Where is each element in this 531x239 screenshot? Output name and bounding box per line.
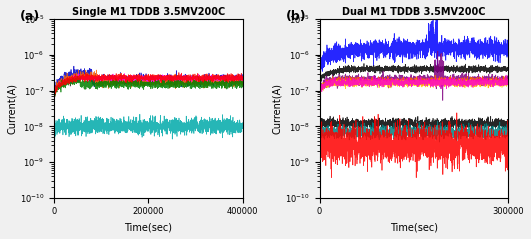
- Title: Dual M1 TDDB 3.5MV200C: Dual M1 TDDB 3.5MV200C: [342, 7, 486, 17]
- Y-axis label: Current(A): Current(A): [7, 83, 17, 134]
- Text: (a): (a): [20, 10, 40, 23]
- Y-axis label: Current(A): Current(A): [272, 83, 282, 134]
- Title: Single M1 TDDB 3.5MV200C: Single M1 TDDB 3.5MV200C: [72, 7, 225, 17]
- Text: (b): (b): [286, 10, 306, 23]
- X-axis label: Time(sec): Time(sec): [390, 222, 438, 232]
- X-axis label: Time(sec): Time(sec): [124, 222, 173, 232]
